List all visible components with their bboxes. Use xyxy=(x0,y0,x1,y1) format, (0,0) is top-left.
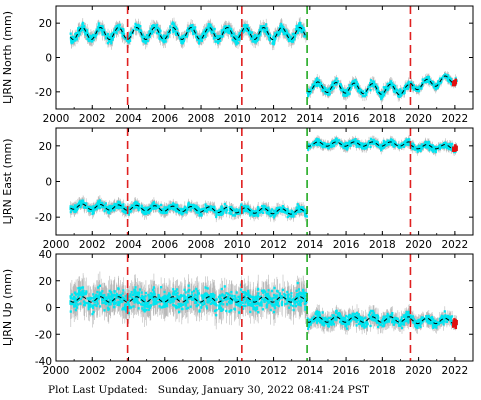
points-segment-1 xyxy=(69,199,309,219)
y-tick-label: -20 xyxy=(35,212,52,224)
x-tick-label: 2006 xyxy=(151,113,178,125)
x-tick-label: 2010 xyxy=(224,113,251,125)
x-tick-label: 2022 xyxy=(442,239,469,251)
x-tick-label: 2004 xyxy=(115,113,142,125)
x-tick-label: 2008 xyxy=(188,113,215,125)
recent-points xyxy=(452,318,458,330)
x-tick-label: 2018 xyxy=(369,365,396,377)
x-tick-label: 2010 xyxy=(224,365,251,377)
x-tick-label: 2016 xyxy=(333,113,360,125)
y-tick-label: 0 xyxy=(45,53,52,65)
x-tick-label: 2010 xyxy=(224,239,251,251)
y-tick-label: 0 xyxy=(45,177,52,189)
footer-timestamp: Sunday, January 30, 2022 08:41:24 PST xyxy=(157,384,370,396)
x-tick-label: 2014 xyxy=(296,239,323,251)
y-axis: -20 0 20 xyxy=(35,18,473,99)
recent-points xyxy=(451,78,458,87)
recent-point xyxy=(454,320,457,326)
recent-point xyxy=(454,78,457,84)
model-line-segment-3 xyxy=(410,144,457,150)
recent-point xyxy=(453,80,456,86)
plot-area xyxy=(69,135,458,223)
chart-panel-3: 2000 2002 2004 2006 2008 2010 2012 2014 2016 2018… xyxy=(1,249,474,377)
x-tick-label: 2022 xyxy=(442,365,469,377)
y-tick-label: -20 xyxy=(35,329,52,341)
recent-point xyxy=(451,146,455,152)
x-tick-label: 2002 xyxy=(79,365,106,377)
model-fit xyxy=(70,26,457,96)
y-axis-label: LJRN East (mm) xyxy=(1,139,14,225)
y-tick-label: -40 xyxy=(35,356,52,368)
y-tick-label: 0 xyxy=(45,303,52,315)
chart-panel-1: 2000 2002 2004 2006 2008 2010 2012 2014 2016 2018… xyxy=(1,5,474,125)
recent-point xyxy=(451,81,455,87)
x-tick-label: 2006 xyxy=(151,239,178,251)
x-tick-label: 2000 xyxy=(43,239,70,251)
x-tick-label: 2000 xyxy=(43,365,70,377)
model-fit xyxy=(70,296,457,325)
x-tick-label: 2008 xyxy=(188,239,215,251)
x-tick-label: 2004 xyxy=(115,365,142,377)
model-line-segment-2 xyxy=(306,316,411,323)
y-tick-label: 20 xyxy=(39,18,52,30)
x-tick-label: 2002 xyxy=(79,239,106,251)
x-tick-label: 2014 xyxy=(296,113,323,125)
x-tick-label: 2016 xyxy=(333,365,360,377)
y-axis-label: LJRN Up (mm) xyxy=(1,269,14,346)
y-axis: -20 0 20 xyxy=(35,141,473,224)
x-tick-label: 2020 xyxy=(405,239,432,251)
model-line-segment-1 xyxy=(70,203,308,215)
recent-point xyxy=(454,146,458,152)
plot-updated-footer: Plot Last Updated: Sunday, January 30, 2… xyxy=(48,384,369,396)
x-axis: 2000 2002 2004 2006 2008 2010 2012 2014 2016 2018… xyxy=(43,6,474,125)
model-line-segment-3 xyxy=(410,75,457,91)
model-line-segment-1 xyxy=(70,296,308,303)
y-tick-label: 20 xyxy=(39,276,52,288)
x-tick-label: 2012 xyxy=(260,113,287,125)
x-tick-label: 2006 xyxy=(151,365,178,377)
x-tick-label: 2012 xyxy=(260,365,287,377)
x-tick-label: 2022 xyxy=(442,113,469,125)
x-tick-label: 2020 xyxy=(405,365,432,377)
chart-panel-2: 2000 2002 2004 2006 2008 2010 2012 2014 2016 2018… xyxy=(1,127,474,251)
points-segment-3 xyxy=(409,310,458,330)
recent-point xyxy=(453,318,456,324)
y-tick-label: 20 xyxy=(39,141,52,153)
x-tick-label: 2004 xyxy=(115,239,142,251)
recent-point xyxy=(452,321,455,327)
model-line-segment-1 xyxy=(70,26,308,41)
y-tick-label: 40 xyxy=(39,249,52,261)
model-line-segment-2 xyxy=(306,141,411,147)
x-tick-label: 2020 xyxy=(405,113,432,125)
y-axis: -40 -20 0 20 40 xyxy=(35,249,473,368)
recent-point xyxy=(453,146,456,152)
x-axis: 2000 2002 2004 2006 2008 2010 2012 2014 2016 2018… xyxy=(43,254,474,377)
x-tick-label: 2002 xyxy=(79,113,106,125)
x-tick-label: 2014 xyxy=(296,365,323,377)
y-tick-label: -20 xyxy=(35,87,52,99)
x-tick-label: 2016 xyxy=(333,239,360,251)
model-fit xyxy=(70,141,457,215)
x-tick-label: 2012 xyxy=(260,239,287,251)
x-axis: 2000 2002 2004 2006 2008 2010 2012 2014 2016 2018… xyxy=(43,128,474,251)
recent-points xyxy=(451,144,458,153)
y-axis-label: LJRN North (mm) xyxy=(1,11,14,104)
model-line-segment-2 xyxy=(306,81,411,96)
model-line-segment-3 xyxy=(410,317,457,325)
x-tick-label: 2018 xyxy=(369,113,396,125)
x-tick-label: 2018 xyxy=(369,239,396,251)
x-tick-label: 2008 xyxy=(188,365,215,377)
footer-label: Plot Last Updated: xyxy=(48,384,148,396)
x-tick-label: 2000 xyxy=(43,113,70,125)
